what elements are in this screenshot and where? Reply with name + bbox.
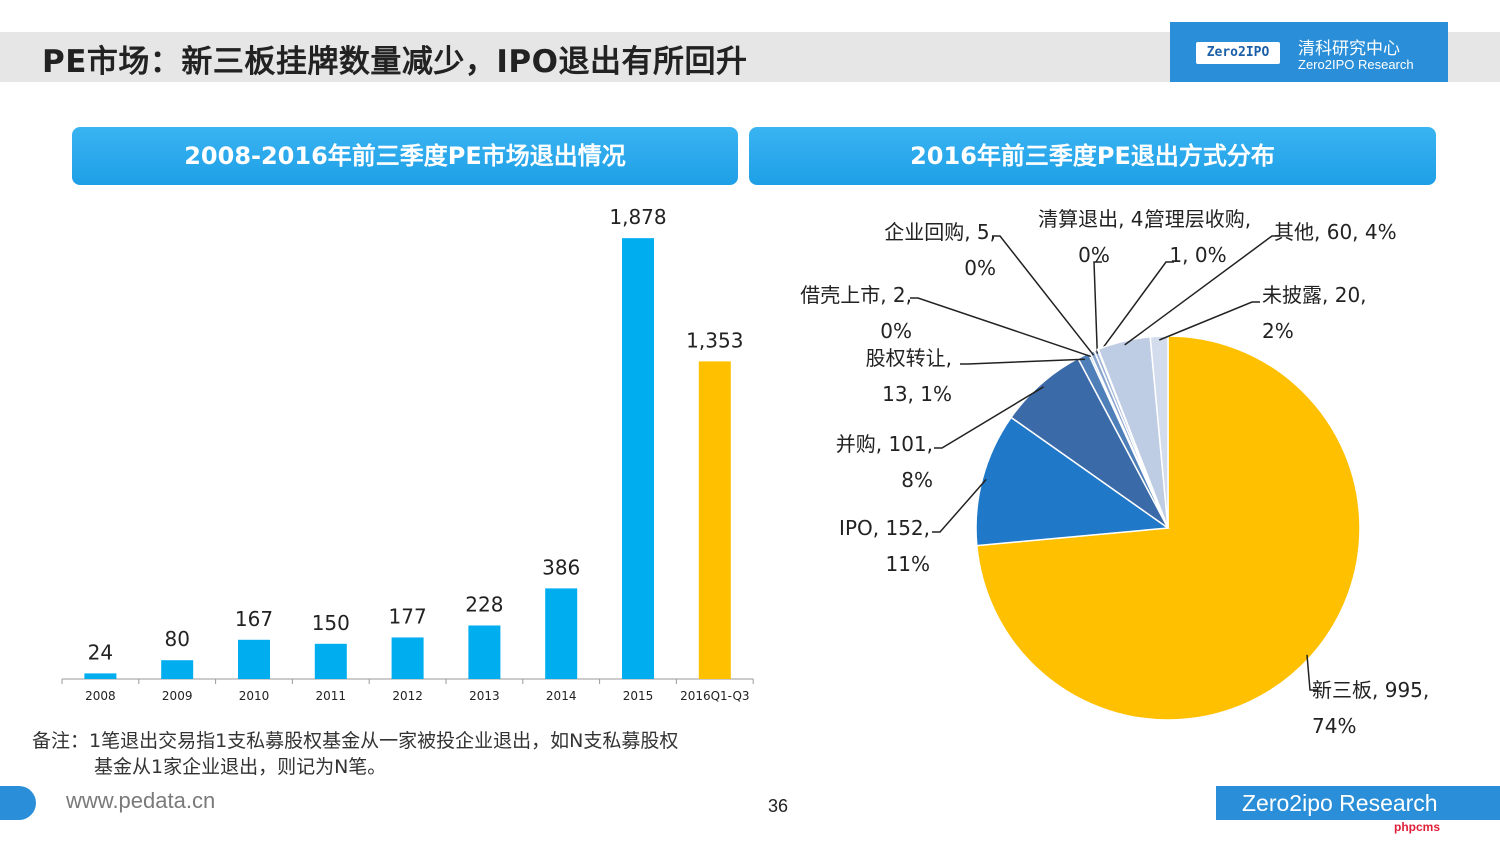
pie-label: 1, 0% <box>1169 243 1226 267</box>
leader-line <box>1306 654 1318 691</box>
footer-tab <box>0 786 36 820</box>
pie-label: 2% <box>1262 319 1294 343</box>
bar-2014 <box>545 588 578 679</box>
bar-value-label: 24 <box>88 640 113 664</box>
pie-label: 11% <box>886 552 930 576</box>
x-tick-label: 2008 <box>85 689 116 703</box>
bar-value-label: 228 <box>465 592 503 616</box>
pie-slice-IPO <box>975 416 1171 547</box>
x-tick-label: 2016Q1-Q3 <box>680 689 749 703</box>
leader-line <box>1159 301 1260 341</box>
footnote-line-2: 基金从1家企业退出，则记为N笔。 <box>94 756 387 778</box>
pie-label: 0% <box>964 256 996 280</box>
footnote: 备注：1笔退出交易指1支私募股权基金从一家被投企业退出，如N支私募股权 基金从1… <box>32 728 678 780</box>
pie-label: 8% <box>901 468 933 492</box>
pie-label: 其他, 60, 4% <box>1274 220 1397 244</box>
bar-2010 <box>238 639 270 679</box>
bar-2015 <box>622 238 654 679</box>
bar-value-label: 167 <box>235 607 273 631</box>
pie-label: 0% <box>880 319 912 343</box>
page-title: PE市场：新三板挂牌数量减少，IPO退出有所回升 <box>42 44 748 80</box>
pie-label: 13, 1% <box>882 382 952 406</box>
leader-line <box>960 358 1085 365</box>
pie-label: 管理层收购, <box>1145 207 1251 231</box>
bar-value-label: 1,353 <box>686 328 743 352</box>
footer-url[interactable]: www.pedata.cn <box>66 788 216 813</box>
leader-line <box>1098 261 1174 354</box>
leader-line <box>1124 235 1280 346</box>
brand-box: Zero2IPO 清科研究中心 Zero2IPO Research <box>1170 22 1448 82</box>
leader-line <box>932 478 987 533</box>
bar-2011 <box>314 643 347 679</box>
pie-label: 并购, 101, <box>836 432 933 456</box>
brand-name-en: Zero2IPO Research <box>1298 57 1414 72</box>
bar-value-label: 80 <box>164 627 189 651</box>
bar-chart-title: 2008-2016年前三季度PE市场退出情况 <box>72 127 738 185</box>
footer-brand: Zero2ipo Research <box>1216 786 1500 820</box>
bar-2012 <box>391 637 424 679</box>
bar-2008 <box>84 673 117 679</box>
leader-line <box>992 235 1095 356</box>
bar-value-label: 386 <box>542 555 580 579</box>
leader-line <box>1093 261 1102 354</box>
pie-label: 企业回购, 5, <box>884 220 996 244</box>
pie-chart-title: 2016年前三季度PE退出方式分布 <box>749 127 1436 185</box>
pie-chart: 新三板, 995, 74% IPO, 152, 11% 并购, 101, 8% 股权转让, 1… <box>800 207 1429 738</box>
bar-2009 <box>161 660 194 679</box>
brand-name-cn: 清科研究中心 <box>1298 39 1400 59</box>
pie-label: IPO, 152, <box>839 516 930 540</box>
page-number: 36 <box>768 796 789 816</box>
leader-line <box>910 297 1092 358</box>
bar-value-label: 1,878 <box>609 205 666 229</box>
x-tick-label: 2012 <box>392 689 423 703</box>
footnote-line-1: 备注：1笔退出交易指1支私募股权基金从一家被投企业退出，如N支私募股权 <box>32 730 679 752</box>
x-tick-label: 2010 <box>239 689 270 703</box>
pie-label: 借壳上市, 2, <box>800 283 912 307</box>
x-tick-label: 2014 <box>546 689 577 703</box>
pie-label: 股权转让, <box>866 346 952 370</box>
pie-label: 74% <box>1312 714 1356 738</box>
watermark: phpcms <box>1394 820 1441 834</box>
pie-label: 新三板, 995, <box>1312 678 1429 702</box>
bar-chart: 24 2008 80 2009 167 2010 150 2011 177 2012 228 2013… <box>61 205 754 703</box>
x-tick-label: 2013 <box>469 689 500 703</box>
pie-label: 清算退出, 4, <box>1038 207 1150 231</box>
bar-2016Q1-Q3 <box>698 361 731 679</box>
bar-value-label: 177 <box>389 604 427 628</box>
x-tick-label: 2015 <box>623 689 654 703</box>
x-tick-label: 2009 <box>162 689 193 703</box>
brand-logo: Zero2IPO <box>1196 42 1280 64</box>
x-tick-label: 2011 <box>316 689 347 703</box>
leader-line <box>934 386 1044 449</box>
bar-2013 <box>468 625 501 679</box>
pie-label: 未披露, 20, <box>1262 283 1367 307</box>
bar-value-label: 150 <box>312 611 350 635</box>
pie-label: 0% <box>1078 243 1110 267</box>
